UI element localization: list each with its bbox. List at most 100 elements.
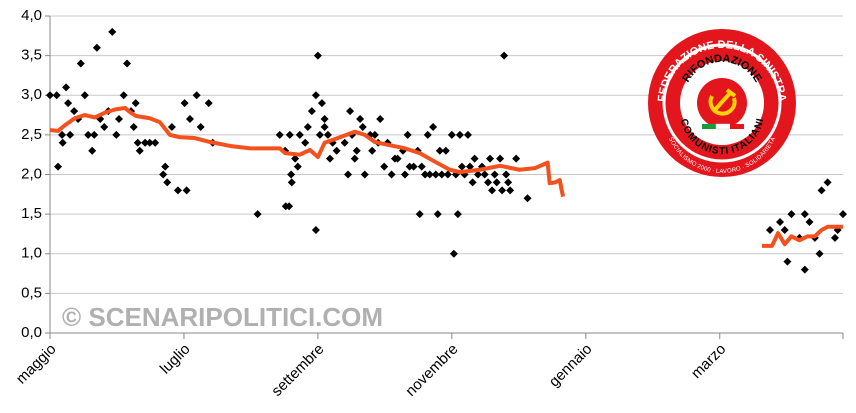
poll-point [295, 130, 304, 139]
poll-point [409, 162, 418, 171]
poll-point [325, 154, 334, 163]
y-tick-label: 3,0 [21, 86, 42, 103]
poll-point [141, 138, 150, 147]
poll-point [776, 218, 785, 227]
logo-ring [662, 43, 782, 163]
poll-point [323, 130, 332, 139]
poll-point [780, 225, 789, 234]
y-tick-label: 2,0 [21, 165, 42, 182]
poll-point [123, 59, 132, 68]
poll-point [287, 170, 296, 179]
poll-point [488, 186, 497, 195]
poll-point [453, 210, 462, 219]
poll-point [346, 107, 355, 116]
poll-point [293, 162, 302, 171]
poll-point [92, 43, 101, 52]
poll-point [180, 99, 189, 108]
poll-point [431, 170, 440, 179]
poll-point [370, 130, 379, 139]
poll-point [90, 130, 99, 139]
poll-point [108, 27, 117, 36]
poll-point [88, 146, 97, 155]
poll-point [114, 115, 123, 124]
poll-point [473, 170, 482, 179]
poll-point [437, 170, 446, 179]
poll-point [196, 122, 205, 131]
poll-point [350, 154, 359, 163]
poll-point [502, 170, 511, 179]
poll-point [133, 138, 142, 147]
poll-point [62, 83, 71, 92]
poll-point [441, 146, 450, 155]
poll-point [64, 99, 73, 108]
poll-point [84, 130, 93, 139]
poll-point [307, 107, 316, 116]
poll-point [405, 162, 414, 171]
poll-point [765, 225, 774, 234]
flag-red [730, 124, 744, 129]
poll-point [800, 210, 809, 219]
poll-point [54, 162, 63, 171]
poll-point [301, 138, 310, 147]
poll-point [332, 146, 341, 155]
poll-point [320, 122, 329, 131]
poll-point [129, 122, 138, 131]
poll-point [58, 138, 67, 147]
poll-point [400, 170, 409, 179]
poll-point [468, 178, 477, 187]
poll-point [135, 146, 144, 155]
poll-point [443, 170, 452, 179]
poll-point [253, 210, 262, 219]
poll-point [457, 162, 466, 171]
poll-point [192, 91, 201, 100]
x-tick-label: luglio [157, 341, 194, 378]
poll-point [151, 138, 160, 147]
poll-point [46, 91, 54, 100]
poll-point [163, 178, 172, 187]
poll-point [429, 122, 438, 131]
poll-point [311, 91, 320, 100]
x-tick-label: marzo [688, 341, 729, 382]
poll-point [340, 138, 349, 147]
poll-point [500, 51, 509, 60]
poll-point [387, 170, 396, 179]
poll-point [490, 170, 499, 179]
poll-point [66, 130, 75, 139]
y-tick-label: 2,5 [21, 126, 42, 143]
poll-point [70, 107, 79, 116]
y-tick-label: 0,0 [21, 324, 42, 341]
poll-point [463, 130, 472, 139]
poll-point [506, 186, 515, 195]
poll-point [52, 91, 61, 100]
poll-point [311, 225, 320, 234]
poll-point [455, 130, 464, 139]
poll-point [465, 162, 474, 171]
x-tick-label: settembre [268, 341, 327, 400]
watermark: © SCENARIPOLITICI.COM [62, 302, 383, 332]
poll-point [504, 178, 513, 187]
poll-point [498, 186, 507, 195]
flag-white [715, 123, 731, 130]
y-tick-label: 1,0 [21, 245, 42, 262]
poll-point [182, 186, 191, 195]
poll-point [303, 122, 312, 131]
poll-point [376, 115, 385, 124]
poll-point [80, 91, 89, 100]
poll-point [415, 210, 424, 219]
poll-point [783, 257, 792, 266]
poll-point [380, 162, 389, 171]
poll-point [76, 59, 85, 68]
poll-point [423, 130, 432, 139]
poll-point [787, 210, 796, 219]
poll-point [470, 154, 479, 163]
poll-point [356, 115, 365, 124]
poll-point [817, 186, 826, 195]
poll-point [496, 154, 505, 163]
poll-point [805, 218, 814, 227]
flag-green [702, 124, 716, 129]
poll-point [839, 210, 847, 219]
poll-point [119, 91, 128, 100]
poll-point [161, 162, 170, 171]
poll-point [344, 170, 353, 179]
poll-point [145, 138, 154, 147]
